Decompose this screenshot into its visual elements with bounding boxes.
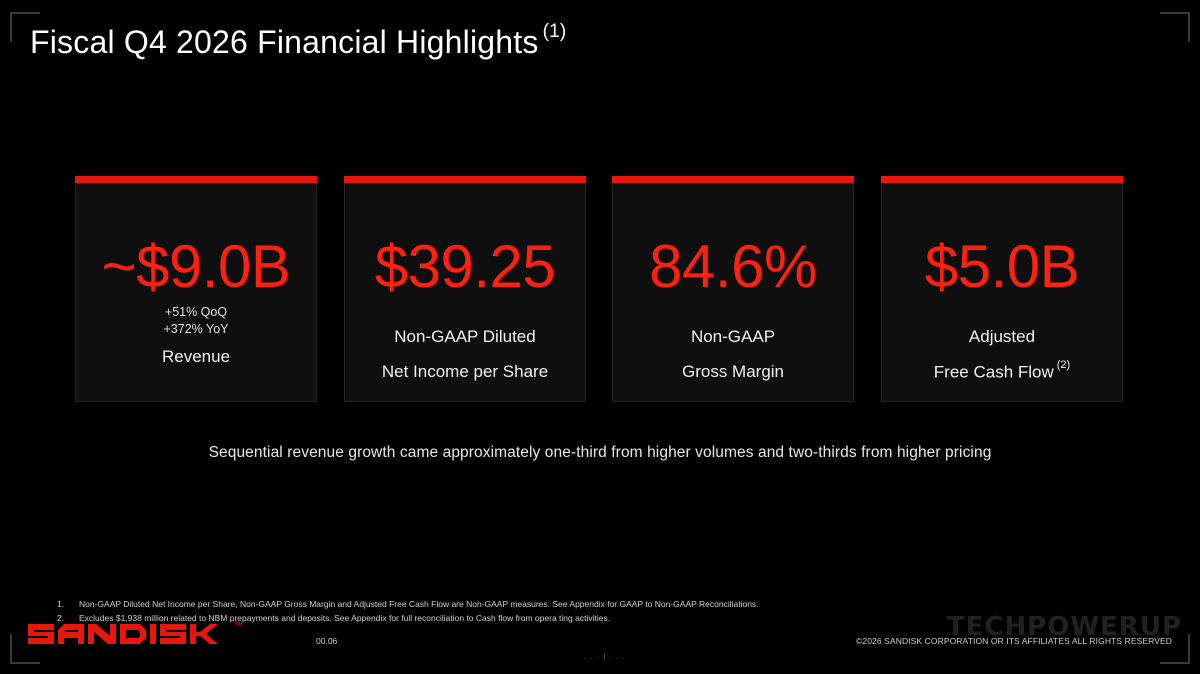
sandisk-logo: ™ <box>28 620 243 653</box>
revenue-growth-qoq: +51% QoQ <box>164 305 228 319</box>
watermark: TECHPOWERUP <box>946 612 1182 642</box>
revenue-growth: +51% QoQ +372% YoY <box>76 304 316 338</box>
corner-frame-bottom-left <box>10 634 40 664</box>
free-cash-flow-label-line2: Free Cash Flow (2) <box>882 359 1122 383</box>
footnote-number: 1. <box>57 599 65 609</box>
bottom-marker: . . . | . . . <box>584 652 626 661</box>
eps-value: $39.25 <box>374 233 556 300</box>
card-accent-bar <box>612 176 854 183</box>
corner-frame-bottom-right <box>1160 634 1190 664</box>
slide-title: Fiscal Q4 2026 Financial Highlights (1) <box>30 21 567 61</box>
gross-margin-value: 84.6% <box>649 233 817 300</box>
gross-margin-label-line1: Non-GAAP <box>690 327 776 346</box>
revenue-growth-yoy: +372% YoY <box>163 322 229 336</box>
footnote-text: Non-GAAP Diluted Net Income per Share, N… <box>79 599 759 609</box>
card-accent-bar <box>881 176 1123 183</box>
card-accent-bar <box>75 176 317 183</box>
copyright-notice: ©2026 SANDISK CORPORATION OR ITS AFFILIA… <box>856 636 1172 646</box>
card-accent-bar <box>344 176 586 183</box>
corner-frame-top-right <box>1160 12 1190 42</box>
revenue-value: ~$9.0B <box>101 233 291 300</box>
free-cash-flow-label-line1: Adjusted <box>968 327 1036 346</box>
logo-trademark: ™ <box>234 620 243 630</box>
sandisk-logo-mark <box>28 624 218 644</box>
gross-margin-label-line2: Gross Margin <box>681 362 785 381</box>
footnote-2: 2. Excludes $1,938 million related to NB… <box>57 611 759 625</box>
summary-text: Sequential revenue growth came approxima… <box>208 444 992 461</box>
eps-label-line1: Non-GAAP Diluted <box>394 327 536 346</box>
corner-frame-top-left <box>10 12 40 42</box>
free-cash-flow-footnote: (2) <box>1056 359 1071 371</box>
slide-title-footnote: (1) <box>542 21 567 43</box>
gross-margin-card: 84.6% Non-GAAP Gross Margin <box>612 176 854 402</box>
slide-title-text: Fiscal Q4 2026 Financial Highlights <box>30 24 539 60</box>
free-cash-flow-card: $5.0B Adjusted Free Cash Flow (2) <box>881 176 1123 402</box>
footnote-text: Excludes $1,938 million related to NBM p… <box>79 613 611 623</box>
eps-label-line2: Net Income per Share <box>381 362 549 381</box>
revenue-card: ~$9.0B +51% QoQ +372% YoY Revenue <box>75 176 317 402</box>
page-number: 00.06 <box>316 636 338 646</box>
eps-card: $39.25 Non-GAAP Diluted Net Income per S… <box>344 176 586 402</box>
highlight-cards: ~$9.0B +51% QoQ +372% YoY Revenue $39.25… <box>75 176 1123 402</box>
footnote-1: 1. Non-GAAP Diluted Net Income per Share… <box>57 597 759 611</box>
free-cash-flow-label-text: Free Cash Flow <box>933 362 1054 382</box>
footnote-number: 2. <box>57 613 65 623</box>
revenue-label: Revenue <box>161 347 231 366</box>
free-cash-flow-value: $5.0B <box>924 233 1080 300</box>
footnotes: 1. Non-GAAP Diluted Net Income per Share… <box>57 597 759 625</box>
